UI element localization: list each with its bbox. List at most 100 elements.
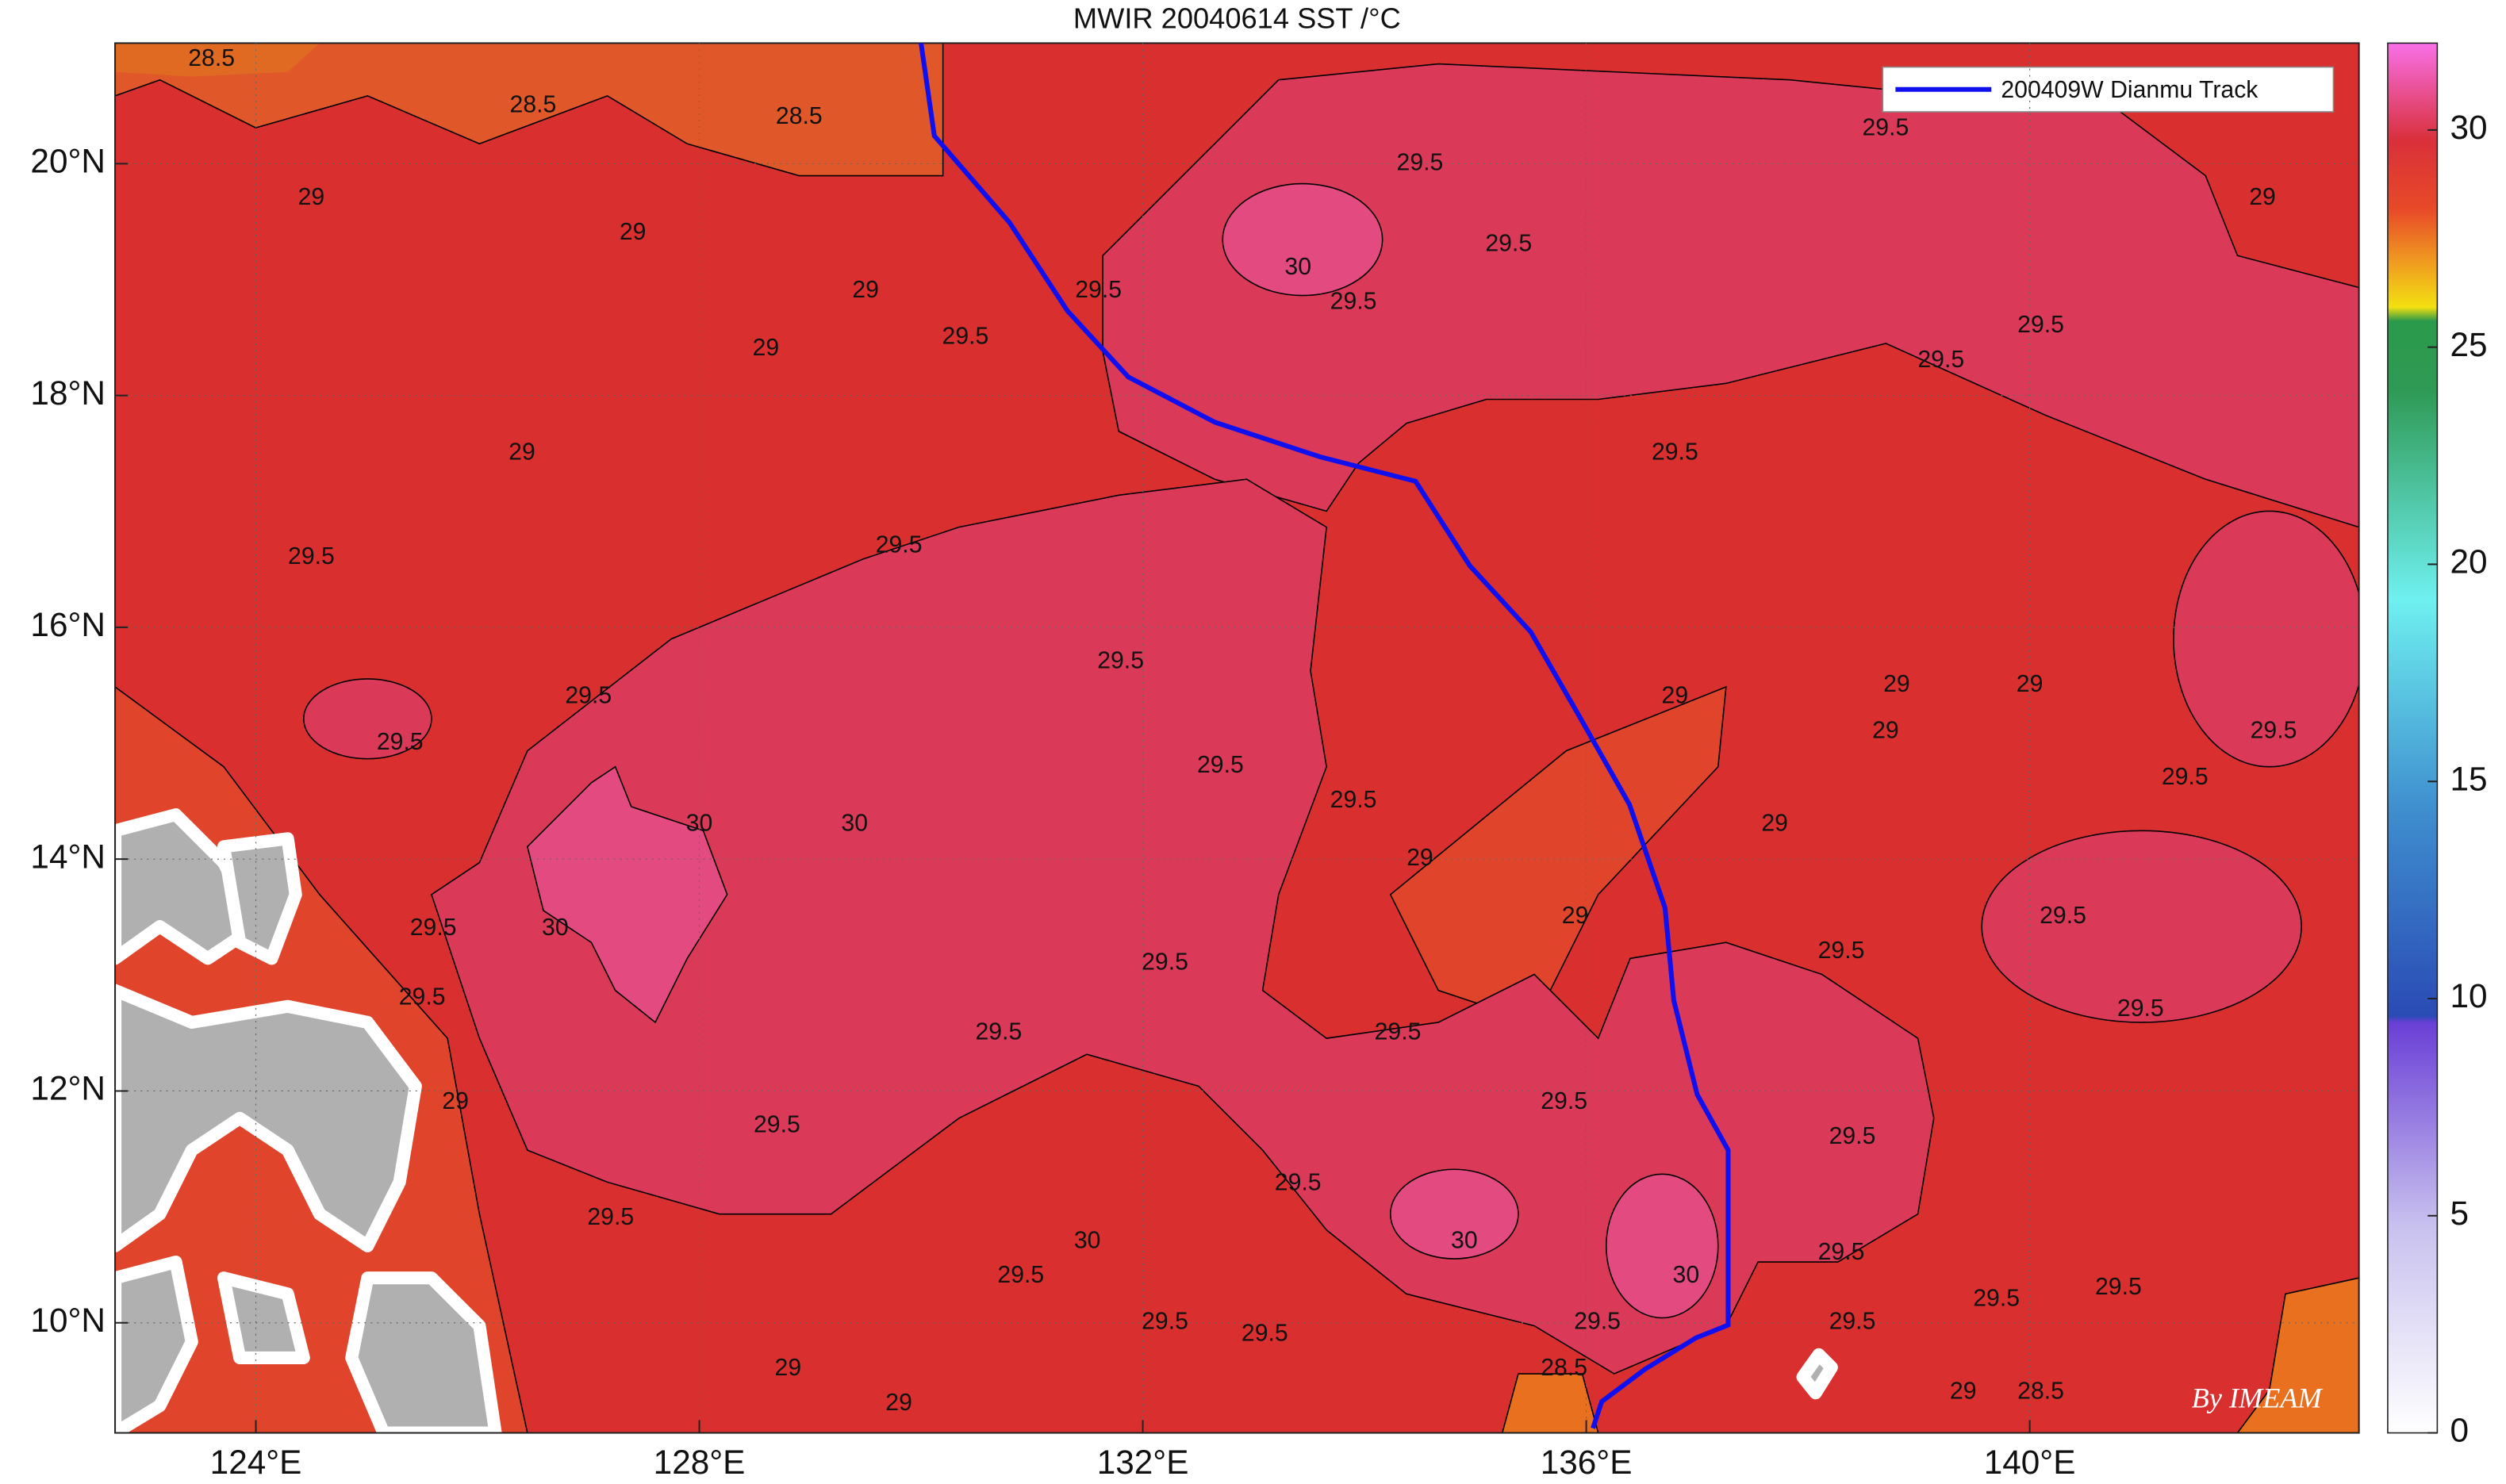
contour-label: 28.5 (2017, 1378, 2064, 1404)
contour-label: 29 (620, 219, 647, 245)
contour-label: 29.5 (876, 532, 923, 558)
contour-label: 29.5 (2251, 717, 2297, 743)
contour-label: 29.5 (1375, 1018, 1422, 1045)
x-tick-label: 140°E (1984, 1444, 2076, 1481)
map-frame (114, 42, 2360, 1434)
contour-label: 29.5 (2117, 995, 2164, 1022)
contour-label: 29 (298, 184, 325, 210)
sea-29-5 (431, 478, 1935, 1375)
legend: 200409W Dianmu Track (1882, 66, 2335, 113)
contour-label: 29 (508, 439, 535, 466)
colorbar-label: 5 (2450, 1194, 2469, 1232)
contour-label: 29.5 (565, 683, 612, 709)
sea-29-5 (2173, 510, 2359, 768)
contour-label: 29 (1562, 903, 1589, 929)
contour-label: 30 (686, 810, 713, 836)
overlay: 28.5 28.5 28.5 29 29 29 29 29.5 29.5 30 29.5 29.5 29… (115, 43, 2359, 1433)
contour-label: 29 (1872, 717, 1899, 743)
contour-label: 30 (1673, 1262, 1700, 1288)
contour-label: 29 (1883, 671, 1910, 697)
colorbar-label: 15 (2450, 760, 2487, 797)
colorbar-label: 20 (2450, 543, 2487, 581)
contour-label: 29.5 (1652, 439, 1698, 466)
sea-28-5 (115, 43, 944, 177)
contour-label: 29.5 (410, 915, 457, 941)
contour-label: 29.5 (1973, 1285, 2020, 1311)
contour-label: 29.5 (1241, 1320, 1288, 1346)
y-tick-label: 20°N (30, 143, 106, 180)
colorbar-label: 25 (2450, 326, 2487, 363)
contour-label: 30 (1451, 1227, 1478, 1253)
contour-label: 29.5 (1330, 289, 1377, 315)
contour-label: 28.5 (188, 45, 235, 71)
contour-label: 29 (775, 1355, 802, 1381)
colorbar-label: 0 (2450, 1412, 2469, 1449)
contour-label: 29.5 (399, 984, 446, 1010)
contour-label: 30 (1284, 254, 1311, 280)
legend-label: 200409W Dianmu Track (2001, 77, 2258, 103)
contour-label: 29.5 (288, 543, 335, 569)
sea-30 (1389, 1168, 1519, 1260)
x-tick-label: 136°E (1541, 1444, 1633, 1481)
contour-label: 29 (442, 1088, 469, 1114)
contour-label: 29.5 (1075, 277, 1122, 303)
contour-label: 29.5 (377, 729, 424, 755)
y-tick-label: 10°N (30, 1302, 106, 1339)
contour-label: 29.5 (1863, 115, 1909, 141)
sea-28 (2236, 1277, 2359, 1433)
contour-label: 29.5 (1330, 787, 1377, 813)
y-tick-label: 18°N (30, 374, 106, 412)
x-tick-label: 124°E (210, 1444, 302, 1481)
contour-label: 29.5 (2095, 1274, 2142, 1300)
contour-label: 29 (852, 277, 879, 303)
contour-label: 29.5 (2162, 764, 2209, 790)
contour-label: 29.5 (2040, 903, 2086, 929)
contour-label: 28.5 (776, 103, 823, 129)
sst-field (115, 43, 2359, 1433)
y-tick-label: 14°N (30, 838, 106, 875)
sea-28 (1501, 1373, 1599, 1433)
sea-30 (1222, 182, 1383, 297)
contour-label: 29.5 (1917, 347, 1964, 373)
sea-30 (526, 765, 728, 1024)
contour-label: 29.5 (1541, 1088, 1587, 1114)
title: MWIR 20040614 SST /°C (1073, 2, 1401, 35)
contour-label: 29 (2017, 671, 2044, 697)
credit: By IMEAM (2192, 1382, 2324, 1414)
contour-label: 29.5 (1818, 1239, 1865, 1265)
contour-label: 29.5 (975, 1018, 1022, 1045)
sea-29-5 (1102, 63, 2359, 528)
contour-label: 29.5 (1397, 149, 1444, 175)
y-tick-label: 12°N (30, 1070, 106, 1107)
contour-label: 29 (885, 1390, 912, 1416)
contour-label: 29 (1662, 683, 1689, 709)
contour-label: 28.5 (1541, 1355, 1587, 1381)
contour-label: 29.5 (1829, 1123, 1876, 1149)
sea-30 (1605, 1173, 1719, 1319)
land (115, 808, 1838, 1433)
x-tick-label: 132°E (1097, 1444, 1189, 1481)
contour-label: 29.5 (1097, 648, 1144, 674)
contour-label: 29 (753, 335, 780, 361)
contour-label: 30 (841, 810, 868, 836)
contour-label: 29 (1950, 1378, 1977, 1404)
contour-label: 29.5 (754, 1111, 800, 1137)
contour-label: 29.5 (1485, 231, 1532, 257)
sea-28-5 (115, 43, 320, 77)
contour-label: 29.5 (997, 1262, 1044, 1288)
sea-29-5 (302, 678, 432, 760)
y-tick-label: 16°N (30, 606, 106, 643)
sea-29-5 (1981, 830, 2302, 1023)
colorbar-label: 10 (2450, 977, 2487, 1014)
contour-label: 29.5 (587, 1204, 634, 1230)
contour-label: 29 (1761, 810, 1788, 836)
contour-label: 29 (2249, 184, 2276, 210)
contour-label: 29.5 (1829, 1309, 1876, 1335)
contour-label: 29.5 (2017, 312, 2064, 338)
contour-label: 29.5 (942, 324, 989, 350)
colorbar-label: 30 (2450, 109, 2487, 146)
x-tick-label: 128°E (654, 1444, 746, 1481)
contour-label: 29.5 (1574, 1309, 1621, 1335)
